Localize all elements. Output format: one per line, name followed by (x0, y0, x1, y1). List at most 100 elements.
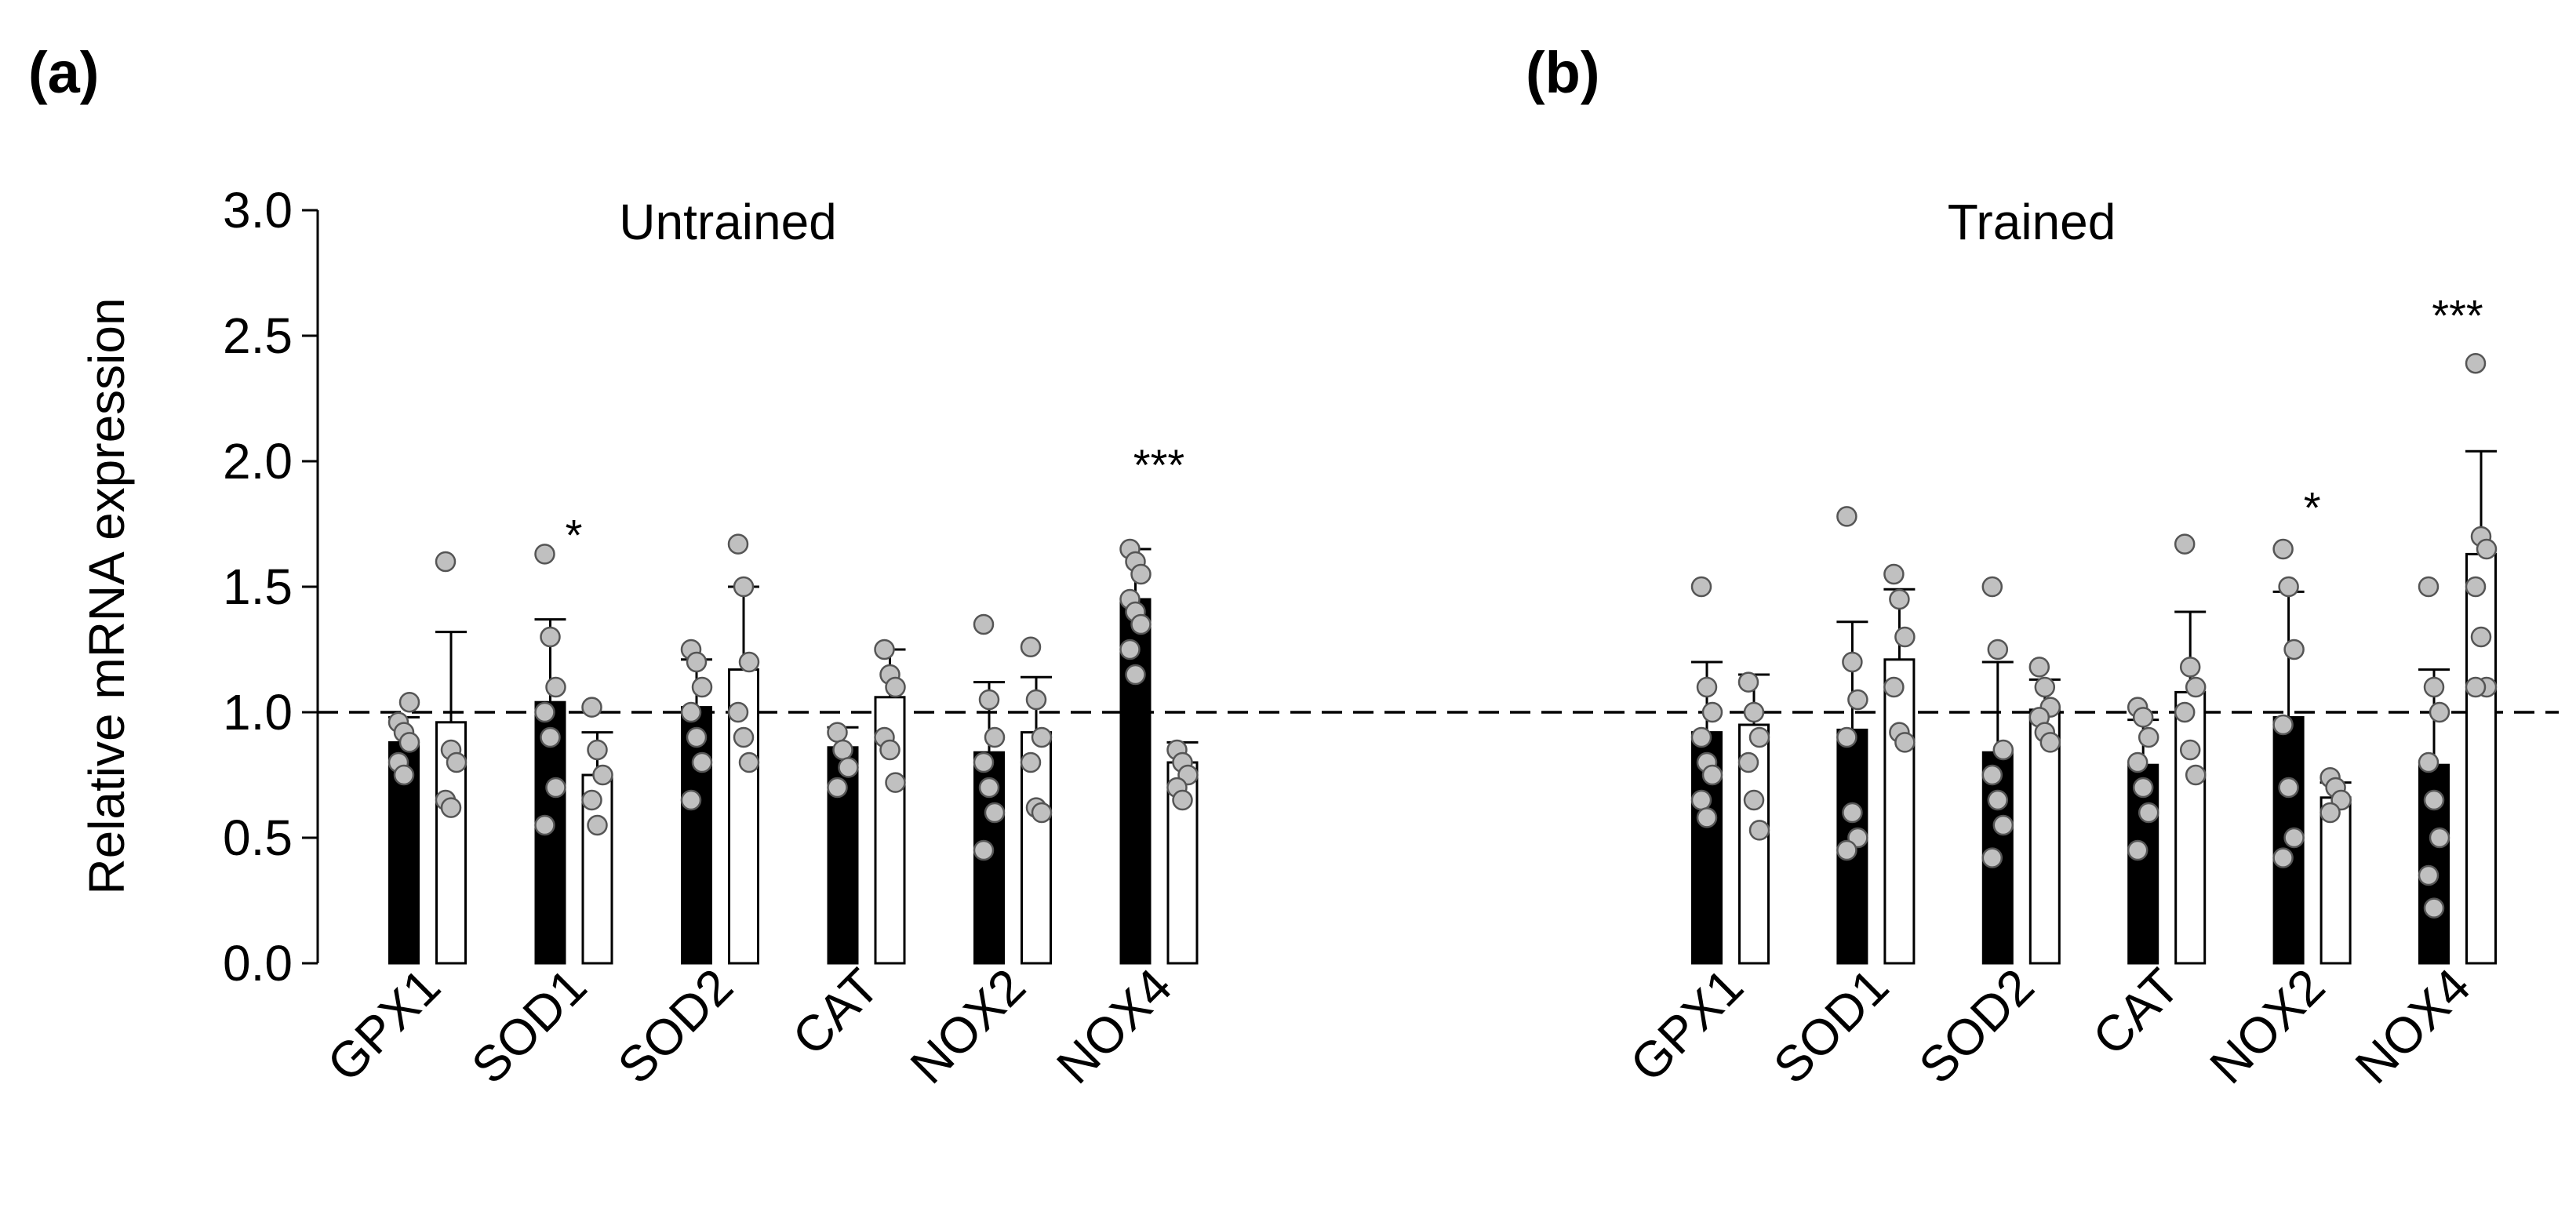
data-point (1119, 639, 1141, 660)
data-point (446, 751, 468, 773)
data-point (1737, 751, 1759, 773)
data-point (1696, 807, 1718, 828)
y-tick-label: 2.0 (223, 433, 293, 489)
y-tick-label: 2.5 (223, 307, 293, 364)
data-point (827, 777, 848, 799)
category-label: GPX1 (1619, 958, 1754, 1093)
data-point (2418, 576, 2440, 598)
data-point (733, 726, 755, 748)
data-point (978, 777, 1000, 799)
category-label: NOX2 (900, 958, 1036, 1094)
data-point (827, 722, 848, 743)
data-point (587, 739, 608, 761)
data-point (874, 639, 895, 660)
data-point (2423, 789, 2445, 811)
data-point (1020, 636, 1042, 658)
data-point (398, 691, 420, 713)
data-point (1737, 671, 1759, 693)
data-point (2132, 707, 2154, 728)
data-point (1981, 576, 2003, 598)
significance-marker: * (566, 511, 583, 560)
data-point (545, 676, 566, 698)
category-label: CAT (781, 958, 890, 1066)
data-point (885, 772, 906, 793)
data-point (2465, 576, 2487, 598)
category-label: SOD1 (460, 958, 597, 1094)
data-point (1701, 701, 1723, 723)
data-point (2179, 657, 2201, 678)
data-point (2174, 533, 2196, 555)
data-point (973, 751, 995, 773)
data-point (1992, 814, 2014, 836)
data-point (2465, 676, 2487, 698)
data-point (1836, 726, 1857, 748)
data-point (984, 802, 1006, 824)
category-label: SOD1 (1763, 958, 1899, 1094)
bar-untrained-sod2-filled (681, 706, 712, 965)
data-point (581, 697, 602, 718)
data-point (2465, 352, 2487, 374)
data-point (1020, 751, 1042, 773)
data-point (1690, 726, 1712, 748)
data-point (1748, 820, 1770, 841)
bar-trained-nox2-open (2319, 796, 2352, 965)
data-point (1992, 739, 2014, 761)
bar-trained-nox4-open (2465, 552, 2497, 965)
data-point (1690, 576, 1712, 598)
data-point (2423, 897, 2445, 919)
category-label: SOD2 (607, 958, 744, 1094)
data-point (2418, 864, 2440, 886)
data-point (2127, 751, 2148, 773)
data-point (1031, 726, 1053, 748)
y-tick-label: 0.0 (223, 935, 293, 992)
data-point (691, 676, 713, 698)
data-point (832, 739, 853, 761)
data-point (1690, 789, 1712, 811)
data-point (587, 814, 608, 836)
data-point (545, 777, 566, 799)
data-point (1130, 613, 1152, 635)
data-point (1987, 639, 2009, 660)
data-point (885, 676, 906, 698)
data-point (2283, 639, 2305, 660)
data-point (1883, 676, 1905, 698)
data-point (879, 739, 901, 761)
data-point (2278, 576, 2299, 598)
data-point (1847, 689, 1868, 711)
data-point (1842, 802, 1863, 824)
data-point (1987, 789, 2009, 811)
data-point (2272, 847, 2294, 868)
data-point (534, 701, 555, 723)
data-point (2028, 657, 2050, 678)
data-point (1889, 588, 1910, 610)
data-point (1025, 689, 1047, 711)
data-point (1842, 651, 1863, 673)
data-point (540, 726, 561, 748)
data-point (398, 732, 420, 753)
data-point (2429, 827, 2450, 849)
data-point (592, 764, 613, 786)
category-label: NOX2 (2199, 958, 2335, 1094)
data-point (1748, 726, 1770, 748)
data-point (534, 544, 555, 565)
data-point (2132, 777, 2154, 799)
data-point (1981, 764, 2003, 786)
data-point (680, 701, 702, 723)
bar-trained-cat-filled (2127, 763, 2159, 965)
bar-trained-sod1-open (1883, 658, 1916, 965)
data-point (1894, 626, 1916, 648)
data-point (973, 839, 995, 861)
data-point (1031, 802, 1053, 824)
data-point (2039, 732, 2061, 753)
data-point (727, 701, 749, 723)
category-label: SOD2 (1908, 958, 2045, 1094)
data-point (2138, 726, 2159, 748)
y-tick-label: 1.5 (223, 559, 293, 615)
data-point (1696, 676, 1718, 698)
data-point (1743, 701, 1765, 723)
group-title: Trained (1948, 194, 2116, 250)
bar-trained-cat-open (2174, 690, 2207, 965)
data-point (1836, 839, 1857, 861)
